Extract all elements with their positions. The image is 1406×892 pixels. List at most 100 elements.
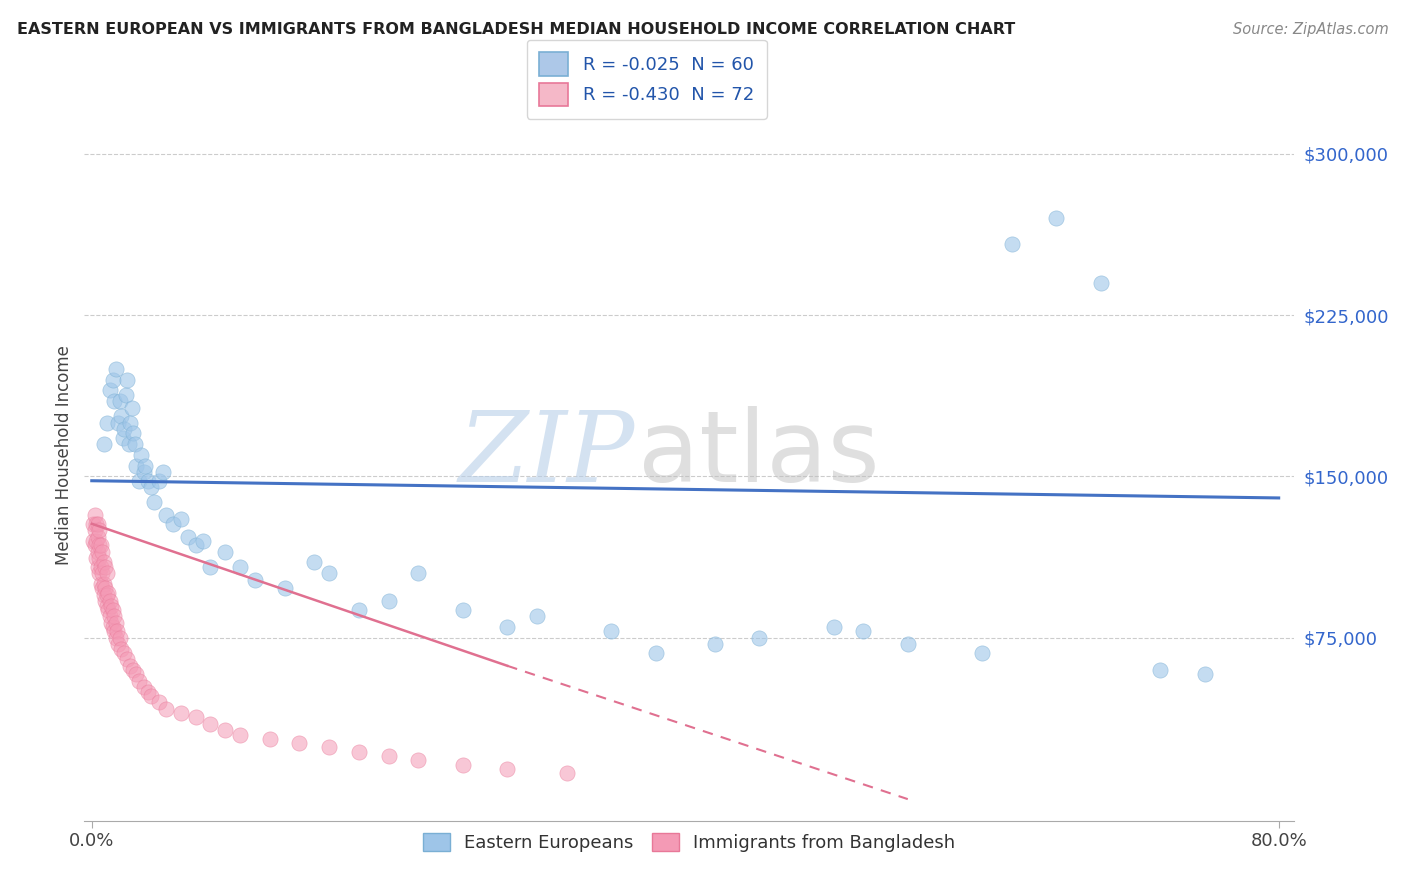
Point xyxy=(96,566,118,581)
Point xyxy=(162,516,184,531)
Point xyxy=(748,631,770,645)
Point xyxy=(229,559,252,574)
Point xyxy=(97,585,120,599)
Point xyxy=(83,508,105,523)
Point xyxy=(555,766,578,780)
Point xyxy=(155,508,177,523)
Point xyxy=(129,448,152,462)
Point xyxy=(97,603,120,617)
Point xyxy=(259,731,281,746)
Point xyxy=(406,753,429,767)
Point xyxy=(124,437,146,451)
Point xyxy=(347,603,370,617)
Point xyxy=(496,762,519,776)
Point xyxy=(214,723,236,738)
Point xyxy=(970,646,993,660)
Point xyxy=(703,637,725,651)
Point xyxy=(128,474,150,488)
Point xyxy=(128,673,150,688)
Point xyxy=(122,663,145,677)
Point xyxy=(496,620,519,634)
Point xyxy=(84,516,107,531)
Point xyxy=(90,538,112,552)
Legend: Eastern Europeans, Immigrants from Bangladesh: Eastern Europeans, Immigrants from Bangl… xyxy=(415,825,963,859)
Point xyxy=(89,538,111,552)
Point xyxy=(347,745,370,759)
Point xyxy=(84,551,107,566)
Point xyxy=(318,740,340,755)
Point xyxy=(125,667,148,681)
Text: ZIP: ZIP xyxy=(458,408,634,502)
Point xyxy=(82,533,104,548)
Point xyxy=(155,702,177,716)
Point xyxy=(93,577,115,591)
Point xyxy=(117,652,139,666)
Point xyxy=(107,637,129,651)
Point xyxy=(170,512,193,526)
Point xyxy=(143,495,166,509)
Point xyxy=(1149,663,1171,677)
Point xyxy=(112,646,135,660)
Point xyxy=(852,624,875,639)
Point xyxy=(101,603,124,617)
Text: Source: ZipAtlas.com: Source: ZipAtlas.com xyxy=(1233,22,1389,37)
Point xyxy=(103,394,125,409)
Point xyxy=(89,523,111,537)
Point xyxy=(100,615,122,630)
Point xyxy=(90,577,112,591)
Point xyxy=(103,609,125,624)
Point xyxy=(107,416,129,430)
Point xyxy=(96,416,118,430)
Point xyxy=(110,409,132,424)
Point xyxy=(110,641,132,656)
Point xyxy=(93,437,115,451)
Point xyxy=(273,582,295,596)
Point xyxy=(1194,667,1216,681)
Point xyxy=(148,474,170,488)
Point xyxy=(91,582,114,596)
Point xyxy=(177,530,200,544)
Point xyxy=(823,620,845,634)
Point xyxy=(318,566,340,581)
Point xyxy=(84,533,107,548)
Point xyxy=(98,594,121,608)
Point xyxy=(1045,211,1067,226)
Point xyxy=(86,559,108,574)
Point xyxy=(125,458,148,473)
Y-axis label: Median Household Income: Median Household Income xyxy=(55,345,73,565)
Point xyxy=(101,373,124,387)
Point xyxy=(104,615,127,630)
Point xyxy=(86,530,108,544)
Point xyxy=(101,620,124,634)
Point xyxy=(121,401,143,415)
Point xyxy=(105,624,128,639)
Point xyxy=(134,458,156,473)
Point xyxy=(136,474,159,488)
Point xyxy=(90,559,112,574)
Point xyxy=(111,431,134,445)
Point xyxy=(526,609,548,624)
Point xyxy=(243,573,266,587)
Point xyxy=(86,545,108,559)
Point xyxy=(96,588,118,602)
Point xyxy=(600,624,623,639)
Point xyxy=(115,387,138,401)
Point xyxy=(136,684,159,698)
Point xyxy=(91,545,114,559)
Point xyxy=(451,757,474,772)
Point xyxy=(108,631,131,645)
Point xyxy=(897,637,920,651)
Point xyxy=(82,516,104,531)
Point xyxy=(377,749,399,764)
Point xyxy=(91,566,114,581)
Point xyxy=(83,538,105,552)
Point xyxy=(89,566,111,581)
Point xyxy=(120,658,142,673)
Point xyxy=(89,551,111,566)
Point xyxy=(94,594,117,608)
Point xyxy=(118,437,141,451)
Point xyxy=(103,624,125,639)
Point xyxy=(288,736,311,750)
Point xyxy=(214,545,236,559)
Point xyxy=(229,728,252,742)
